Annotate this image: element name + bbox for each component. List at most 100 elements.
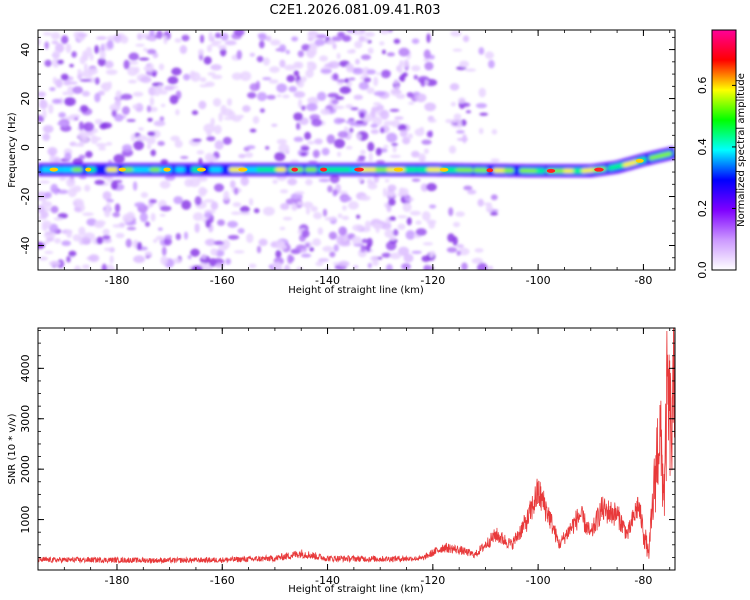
noise-blob [112,212,121,218]
noise-blob [484,51,494,60]
noise-blob [373,102,382,106]
noise-blob [136,107,143,111]
noise-blob [456,130,465,134]
noise-blob [82,264,90,269]
noise-blob [407,133,413,140]
noise-blob [320,108,331,115]
noise-blob [44,59,52,67]
noise-blob [213,183,225,192]
noise-blob [370,255,379,262]
noise-blob [485,204,493,213]
noise-blob [307,32,320,40]
noise-blob [42,133,51,141]
noise-blob [163,35,168,45]
noise-blob [285,198,297,205]
noise-blob [63,80,71,86]
noise-blob [211,74,223,80]
noise-blob [207,155,216,160]
noise-blob [379,41,385,46]
noise-blob [477,198,485,207]
noise-blob [210,43,220,47]
noise-blob [50,183,59,194]
noise-blob [110,180,118,190]
noise-blob [38,114,44,122]
noise-blob [196,150,205,155]
noise-blob [179,45,188,54]
noise-blob [102,191,112,201]
noise-blob [146,143,152,150]
noise-blob [409,210,421,216]
noise-blob [249,128,257,133]
noise-blob [342,35,352,42]
noise-blob [428,118,437,123]
noise-blob [383,144,389,149]
noise-blob [98,146,107,151]
noise-blob [104,60,114,69]
noise-blob [449,83,460,91]
noise-blob [337,130,349,139]
noise-blob [79,105,89,113]
noise-blob [226,98,232,107]
noise-blob [203,123,215,134]
noise-blob [334,138,346,149]
noise-blob [415,228,427,236]
noise-blob [411,65,421,72]
noise-blob [349,120,355,127]
noise-blob [206,136,216,142]
noise-blob [134,202,146,208]
noise-blob [336,235,344,245]
noise-blob [163,85,175,91]
noise-blob [421,139,432,145]
noise-blob [284,264,291,270]
noise-blob [474,248,484,253]
noise-blob [115,232,125,239]
noise-blob [428,221,436,229]
noise-blob [39,180,51,184]
noise-blob [424,61,434,71]
noise-blob [415,93,427,103]
noise-blob [386,191,397,197]
x-tick-label: -160 [210,274,235,287]
noise-blob [62,91,69,96]
noise-blob [358,81,369,90]
noise-blob [107,81,112,90]
noise-blob [280,203,290,211]
noise-blob [52,50,61,60]
noise-blob [240,176,249,186]
noise-blob [78,121,84,131]
snr-y-ticks: 1000 2000 3000 4000 [19,330,675,571]
noise-blob [411,178,421,182]
noise-blob [296,79,305,88]
noise-blob [266,94,276,100]
noise-blob [488,265,494,270]
noise-blob [293,61,301,69]
noise-blob [224,40,237,46]
noise-blob [57,189,69,194]
snr-x-axis-label: Height of straight line (km) [288,584,424,595]
noise-blob [331,35,343,42]
noise-blob [181,34,190,42]
noise-blob [212,97,222,107]
noise-blob [369,180,376,186]
noise-blob [349,127,354,133]
noise-blob [210,201,219,211]
noise-blob [61,123,68,127]
noise-blob [83,63,88,73]
colorbar-gradient [712,30,736,270]
noise-blob [411,250,422,254]
noise-blob [490,158,500,163]
noise-blob [426,33,431,44]
band-hotspot [546,168,556,173]
noise-blob [386,132,398,143]
noise-blob [457,118,462,129]
noise-blob [192,138,202,143]
noise-blob [316,34,327,39]
band-hotspot [85,167,92,172]
noise-blob [146,136,156,145]
noise-blob [74,117,79,121]
noise-blob [55,78,63,88]
noise-blob [279,59,286,68]
noise-blob [105,202,111,211]
noise-blob [42,32,53,36]
noise-blob [41,196,46,204]
